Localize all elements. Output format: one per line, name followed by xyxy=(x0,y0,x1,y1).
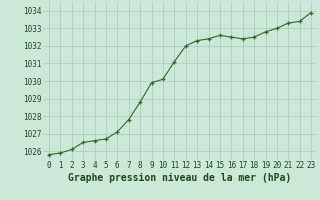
X-axis label: Graphe pression niveau de la mer (hPa): Graphe pression niveau de la mer (hPa) xyxy=(68,173,292,183)
